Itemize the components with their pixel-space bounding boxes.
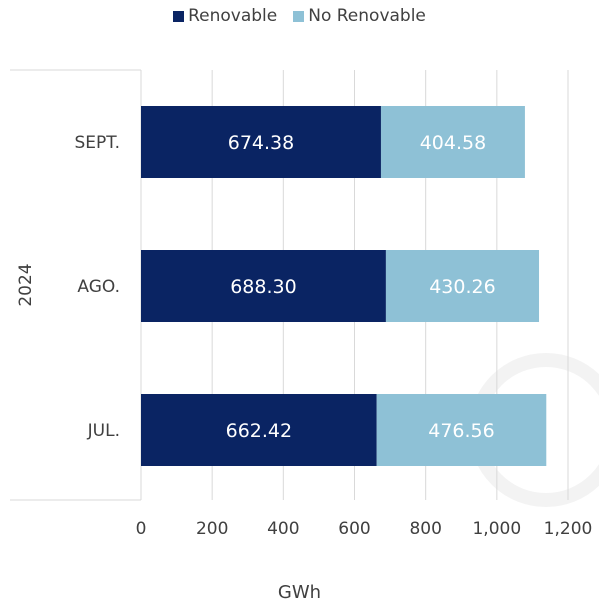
category-label-2: JUL.	[87, 421, 120, 441]
data-label-no-renovable-1: 430.26	[429, 276, 495, 298]
legend-swatch-no-renovable	[293, 10, 305, 22]
legend: Renovable No Renovable	[0, 6, 599, 26]
data-label-renovable-2: 662.42	[226, 420, 292, 442]
legend-swatch-renovable	[173, 10, 185, 22]
x-tick-label-5: 1,000	[472, 519, 521, 539]
data-label-renovable-1: 688.30	[230, 276, 296, 298]
bar-no-renovable-2	[376, 394, 547, 466]
legend-label-renovable: Renovable	[188, 6, 278, 26]
bar-no-renovable-1	[385, 250, 540, 322]
data-label-no-renovable-2: 476.56	[428, 420, 494, 442]
data-label-renovable-0: 674.38	[228, 132, 294, 154]
x-tick-label-4: 800	[409, 519, 441, 539]
bar-no-renovable-0	[380, 106, 525, 178]
group-label-2024: 2024	[16, 263, 36, 306]
x-tick-label-2: 400	[267, 519, 299, 539]
bar-renovable-2	[141, 394, 377, 466]
category-label-1: AGO.	[77, 277, 120, 297]
data-label-no-renovable-0: 404.58	[420, 132, 486, 154]
x-tick-label-6: 1,200	[544, 519, 593, 539]
legend-item-renovable: Renovable	[173, 6, 277, 26]
legend-item-no-renovable: No Renovable	[293, 6, 426, 26]
x-tick-label-0: 0	[136, 519, 147, 539]
legend-label-no-renovable: No Renovable	[308, 6, 426, 26]
category-label-0: SEPT.	[74, 133, 120, 153]
x-tick-label-1: 200	[196, 519, 228, 539]
x-tick-label-3: 600	[338, 519, 370, 539]
bar-renovable-1	[141, 250, 386, 322]
x-axis-title: GWh	[277, 582, 322, 603]
bar-renovable-0	[141, 106, 381, 178]
